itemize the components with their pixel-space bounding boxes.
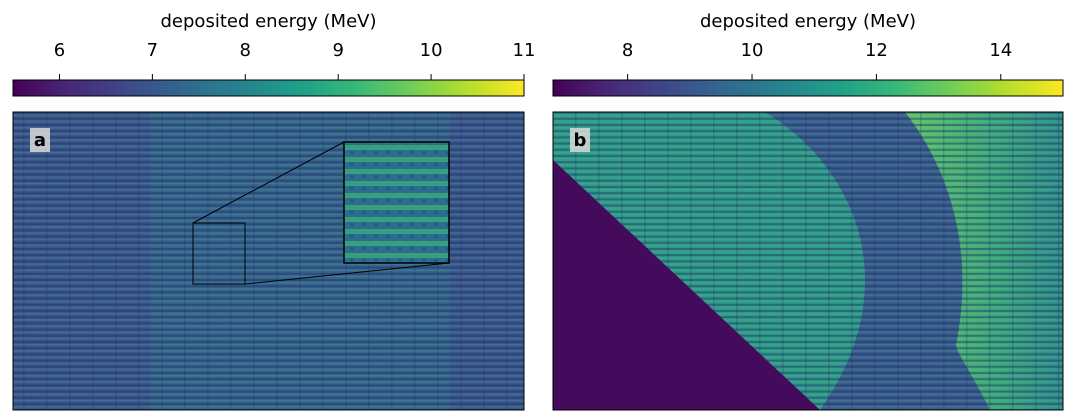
colorbar-tick-label: 8: [622, 40, 633, 61]
zoom-source: [192, 222, 246, 285]
colorbar-tick-label: 6: [54, 40, 65, 61]
colorbar-tick-label: 9: [332, 40, 343, 61]
panel-label: a: [34, 130, 46, 151]
colorbar-tick-label: 14: [989, 40, 1012, 61]
panel: deposited energy (MeV) 8 10 12 14 b: [552, 11, 1064, 411]
zoom-connector: [192, 141, 345, 224]
colorbar-label: deposited energy (MeV): [161, 11, 377, 32]
colorbar-tick-label: 10: [741, 40, 764, 61]
image-frame: [12, 111, 525, 411]
zoom-connector: [244, 262, 450, 285]
colorbar-tick-label: 8: [240, 40, 251, 61]
colorbar-tick-label: 11: [513, 40, 536, 61]
panel-label-box: [570, 128, 590, 152]
colorbar-tick-label: 12: [865, 40, 888, 61]
zoom-inset: [343, 141, 450, 264]
colorbar-label: deposited energy (MeV): [700, 11, 916, 32]
panel-label: b: [574, 130, 587, 151]
panel-label-box: [30, 128, 50, 152]
colorbar: [12, 79, 525, 97]
colorbar: [552, 79, 1064, 97]
colorbar-tick-label: 10: [420, 40, 443, 61]
panel: deposited energy (MeV) 6 7 8 9 10 11 a: [12, 11, 536, 411]
shadow-region: [553, 160, 820, 410]
image-frame: [552, 111, 1064, 411]
colorbar-tick-label: 7: [147, 40, 158, 61]
